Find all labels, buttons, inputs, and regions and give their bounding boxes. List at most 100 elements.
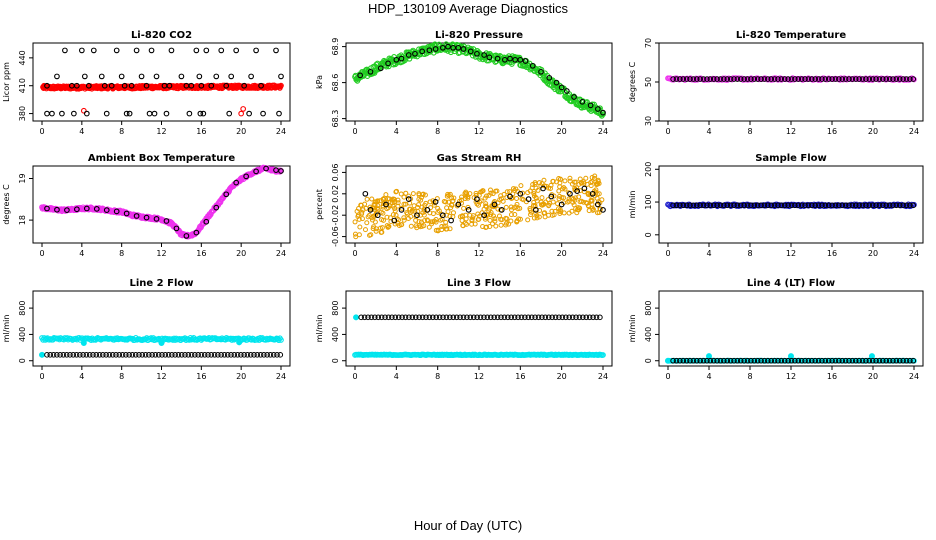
data-point bbox=[474, 196, 480, 203]
data-point bbox=[395, 314, 402, 321]
data-point bbox=[792, 357, 798, 364]
data-point bbox=[765, 357, 771, 364]
data-point bbox=[581, 180, 587, 186]
data-point bbox=[690, 202, 697, 209]
data-point bbox=[244, 352, 251, 358]
data-point bbox=[531, 191, 537, 197]
plot-frame bbox=[32, 42, 291, 122]
panel-title: Gas Stream RH bbox=[437, 153, 522, 164]
data-point bbox=[139, 352, 146, 358]
data-point bbox=[765, 202, 771, 209]
data-point bbox=[136, 352, 142, 358]
x-tick-label: 16 bbox=[827, 249, 837, 258]
data-point bbox=[372, 199, 378, 205]
data-point bbox=[798, 202, 805, 209]
data-point bbox=[538, 68, 544, 75]
data-point bbox=[260, 110, 266, 117]
data-point bbox=[410, 191, 416, 197]
x-tick-label: 12 bbox=[474, 372, 484, 381]
data-point bbox=[704, 202, 710, 209]
data-point bbox=[439, 212, 446, 219]
data-point bbox=[504, 195, 510, 201]
data-point bbox=[393, 189, 399, 195]
x-tick-label: 12 bbox=[786, 249, 796, 258]
data-point bbox=[377, 198, 383, 204]
data-point bbox=[859, 202, 866, 209]
data-point bbox=[907, 357, 913, 364]
data-point bbox=[203, 218, 210, 225]
data-point bbox=[571, 202, 577, 208]
series-diag bbox=[44, 47, 284, 117]
outlier-point bbox=[80, 339, 87, 346]
data-point bbox=[484, 224, 490, 230]
data-point bbox=[487, 224, 493, 230]
data-point bbox=[683, 357, 690, 364]
data-point bbox=[785, 76, 791, 82]
data-point bbox=[213, 204, 220, 211]
data-point bbox=[554, 179, 560, 185]
data-point bbox=[405, 52, 412, 58]
data-point bbox=[859, 357, 866, 364]
data-point bbox=[44, 82, 50, 89]
x-tick-label: 20 bbox=[557, 249, 567, 258]
series-avg bbox=[357, 43, 606, 116]
data-point bbox=[100, 352, 106, 358]
y-axis-label: ml/min bbox=[2, 315, 11, 343]
data-point bbox=[518, 183, 524, 189]
x-tick-label: 12 bbox=[474, 249, 484, 258]
data-point bbox=[416, 196, 422, 202]
panel-title: Sample Flow bbox=[755, 153, 827, 164]
data-point bbox=[552, 314, 559, 321]
data-point bbox=[383, 201, 389, 208]
data-point bbox=[374, 205, 380, 211]
data-point bbox=[707, 76, 714, 82]
data-point bbox=[143, 82, 150, 89]
data-point bbox=[263, 165, 269, 172]
data-point bbox=[724, 357, 731, 364]
data-point bbox=[734, 76, 741, 82]
data-point bbox=[839, 202, 846, 209]
data-point bbox=[815, 202, 822, 209]
x-tick-label: 16 bbox=[196, 372, 206, 381]
data-point bbox=[431, 218, 437, 224]
y-tick-label: 0 bbox=[18, 358, 27, 363]
data-point bbox=[458, 200, 464, 206]
data-point bbox=[903, 357, 910, 364]
y-axis-label: kPa bbox=[315, 75, 324, 89]
data-point bbox=[175, 352, 182, 358]
data-point bbox=[781, 76, 788, 82]
data-point bbox=[423, 314, 429, 321]
data-point bbox=[83, 110, 90, 117]
data-point bbox=[520, 197, 526, 203]
data-point bbox=[532, 180, 538, 186]
data-point bbox=[426, 47, 433, 54]
data-point bbox=[379, 225, 385, 231]
data-point bbox=[406, 193, 412, 199]
data-point bbox=[278, 168, 284, 174]
data-point bbox=[476, 216, 482, 222]
y-tick-label: 400 bbox=[644, 327, 653, 342]
data-point bbox=[392, 205, 398, 211]
data-point bbox=[375, 314, 382, 321]
data-point bbox=[859, 76, 866, 82]
data-point bbox=[573, 314, 579, 321]
data-point bbox=[880, 357, 886, 364]
data-point bbox=[873, 76, 879, 82]
data-point bbox=[423, 50, 430, 57]
data-point bbox=[586, 203, 592, 209]
x-tick-label: 4 bbox=[79, 372, 84, 381]
data-point bbox=[96, 352, 103, 358]
data-point bbox=[507, 55, 513, 62]
data-point bbox=[744, 202, 751, 209]
data-point bbox=[464, 221, 470, 227]
data-point bbox=[512, 56, 519, 63]
data-point bbox=[246, 110, 252, 117]
chart-panel-1: Li-820 CO2 Licor ppm 0 4 8 12 16 20 24 380 410 440 bbox=[2, 30, 291, 136]
data-point bbox=[566, 314, 573, 321]
y-tick-label: 68.3 bbox=[331, 110, 340, 128]
data-point bbox=[829, 357, 835, 364]
data-point bbox=[196, 73, 203, 80]
data-point bbox=[507, 193, 513, 200]
data-point bbox=[123, 110, 130, 117]
